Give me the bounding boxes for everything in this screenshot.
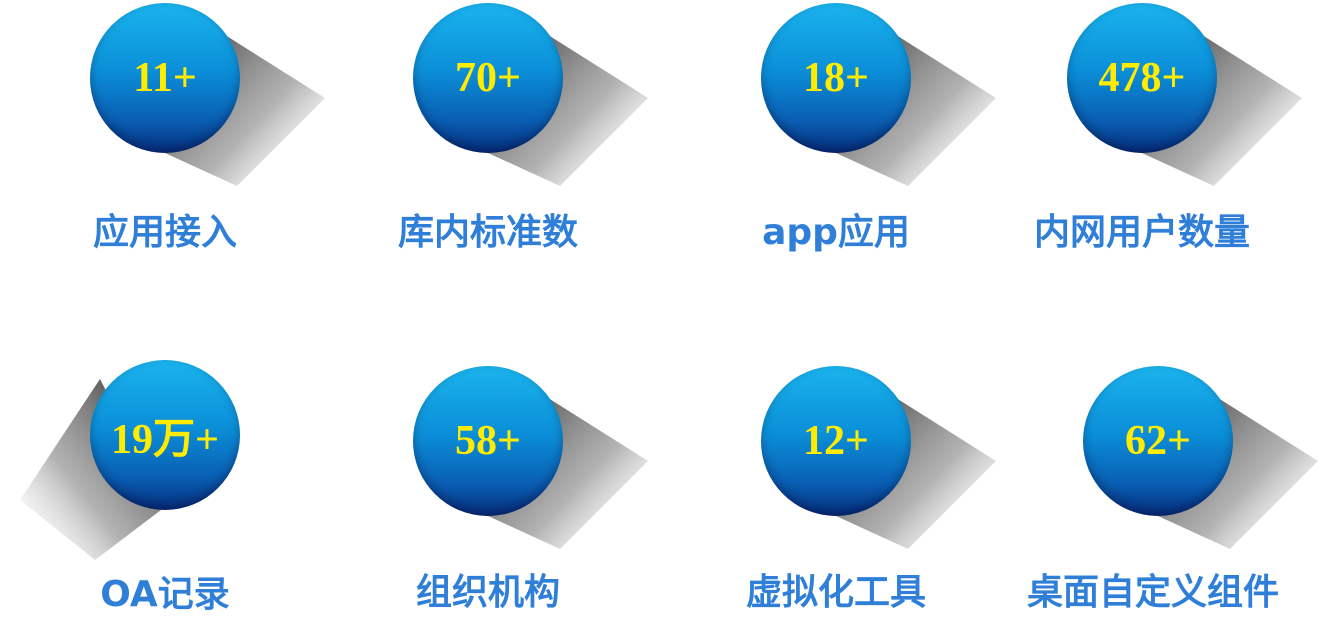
stat-label: 应用接入 xyxy=(92,212,237,253)
stat-circle xyxy=(413,3,563,153)
stat-circle xyxy=(413,366,563,516)
stat-value: 18+ xyxy=(803,55,869,101)
stat-label: 组织机构 xyxy=(415,572,560,613)
stat-value: 62+ xyxy=(1125,418,1191,464)
stat-label: 库内标准数 xyxy=(397,212,578,253)
stat-label: app应用 xyxy=(762,212,910,253)
stat-circle xyxy=(90,360,240,510)
stat-value: 70+ xyxy=(455,55,521,101)
stat-label: 虚拟化工具 xyxy=(745,572,926,613)
stat-circle xyxy=(761,3,911,153)
stat-label: 内网用户数量 xyxy=(1033,212,1250,253)
stat-value: 11+ xyxy=(133,55,197,101)
stat-value: 478+ xyxy=(1098,55,1186,101)
stat-circle xyxy=(1067,3,1217,153)
circle-shadow xyxy=(20,379,165,560)
stat-circle xyxy=(1083,366,1233,516)
stat-value: 12+ xyxy=(803,418,869,464)
stat-label: 桌面自定义组件 xyxy=(1026,572,1279,613)
stat-circle xyxy=(90,3,240,153)
stat-label: OA记录 xyxy=(100,574,230,615)
stat-value: 58+ xyxy=(455,418,521,464)
stat-circle xyxy=(761,366,911,516)
stat-value: 19万+ xyxy=(111,416,219,463)
